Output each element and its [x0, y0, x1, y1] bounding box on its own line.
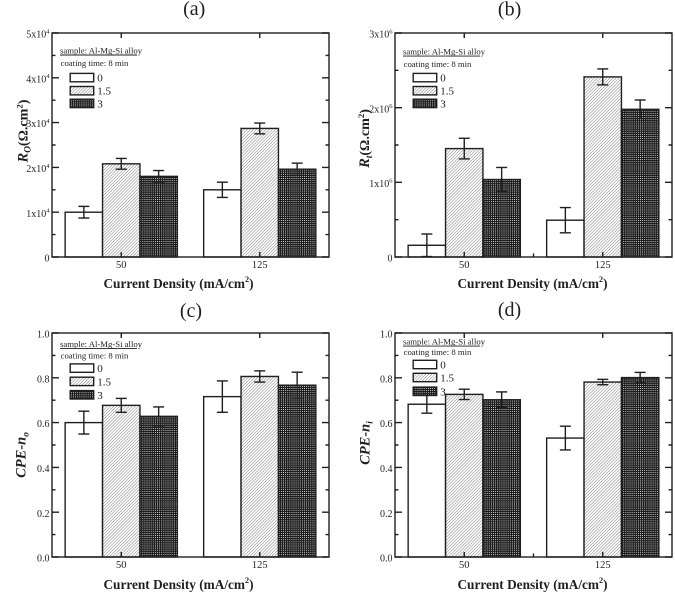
svg-text:4x104: 4x104 [26, 73, 50, 85]
svg-text:(b): (b) [498, 0, 521, 21]
svg-text:0: 0 [97, 363, 103, 375]
svg-text:0.2: 0.2 [37, 509, 50, 520]
svg-text:(c): (c) [180, 300, 202, 322]
svg-text:0.8: 0.8 [37, 374, 50, 385]
svg-text:0.4: 0.4 [37, 464, 50, 475]
svg-text:RO(Ω.cm2): RO(Ω.cm2) [14, 99, 33, 163]
svg-text:(d): (d) [498, 299, 521, 321]
svg-text:3: 3 [440, 98, 446, 110]
svg-text:Current Density (mA/cm2): Current Density (mA/cm2) [103, 576, 253, 592]
svg-text:Current Density (mA/cm2): Current Density (mA/cm2) [457, 275, 607, 291]
svg-text:Rt(Ω.cm2): Rt(Ω.cm2) [356, 109, 375, 169]
svg-text:coating time: 8 min: coating time: 8 min [61, 58, 129, 68]
svg-text:0: 0 [440, 73, 446, 85]
svg-text:0.6: 0.6 [380, 419, 393, 430]
svg-text:0.6: 0.6 [37, 419, 50, 430]
svg-text:0: 0 [97, 73, 103, 85]
svg-text:sample: Al-Mg-Si alloy: sample: Al-Mg-Si alloy [60, 339, 143, 349]
svg-text:50: 50 [459, 260, 470, 271]
svg-text:1.0: 1.0 [37, 330, 50, 341]
svg-text:sample: Al-Mg-Si alloy: sample: Al-Mg-Si alloy [403, 337, 486, 347]
svg-text:125: 125 [252, 560, 268, 571]
svg-text:sample: Al-Mg-Si alloy: sample: Al-Mg-Si alloy [60, 45, 143, 55]
svg-text:Current Density (mA/cm2): Current Density (mA/cm2) [457, 576, 607, 592]
svg-text:50: 50 [116, 260, 127, 271]
svg-text:(a): (a) [183, 0, 205, 20]
svg-text:3: 3 [440, 386, 446, 398]
svg-text:1.5: 1.5 [440, 86, 454, 98]
svg-text:0.0: 0.0 [380, 554, 393, 565]
svg-text:sample: Al-Mg-Si alloy: sample: Al-Mg-Si alloy [403, 47, 486, 57]
svg-text:CPE-no: CPE-no [14, 432, 32, 478]
svg-text:coating time: 8 min: coating time: 8 min [61, 351, 129, 361]
svg-text:3x106: 3x106 [369, 28, 393, 40]
svg-text:125: 125 [595, 260, 611, 271]
svg-text:0: 0 [388, 254, 393, 265]
svg-text:3: 3 [97, 98, 103, 110]
svg-text:125: 125 [252, 260, 268, 271]
svg-text:50: 50 [459, 560, 470, 571]
svg-text:coating time: 8 min: coating time: 8 min [404, 347, 472, 357]
svg-text:3: 3 [97, 390, 103, 402]
svg-text:50: 50 [116, 560, 127, 571]
svg-text:1.0: 1.0 [380, 330, 393, 341]
svg-text:3x104: 3x104 [26, 118, 50, 130]
svg-text:0.4: 0.4 [380, 464, 393, 475]
svg-text:1.5: 1.5 [97, 376, 111, 388]
svg-text:0.8: 0.8 [380, 374, 393, 385]
svg-text:1x104: 1x104 [26, 208, 50, 220]
svg-text:5x104: 5x104 [26, 28, 50, 40]
svg-text:125: 125 [595, 560, 611, 571]
svg-text:1.5: 1.5 [440, 373, 454, 385]
svg-text:CPE-ni: CPE-ni [358, 421, 376, 465]
svg-text:Current Density (mA/cm2): Current Density (mA/cm2) [103, 275, 253, 291]
svg-text:0: 0 [45, 254, 50, 265]
svg-text:2x104: 2x104 [26, 163, 50, 175]
svg-text:0: 0 [440, 360, 446, 372]
svg-text:2x106: 2x106 [369, 103, 393, 115]
svg-text:1.5: 1.5 [97, 86, 111, 98]
svg-text:1x106: 1x106 [369, 178, 393, 190]
svg-text:coating time: 8 min: coating time: 8 min [404, 59, 472, 69]
svg-text:0.2: 0.2 [380, 509, 393, 520]
svg-text:0.0: 0.0 [37, 554, 50, 565]
